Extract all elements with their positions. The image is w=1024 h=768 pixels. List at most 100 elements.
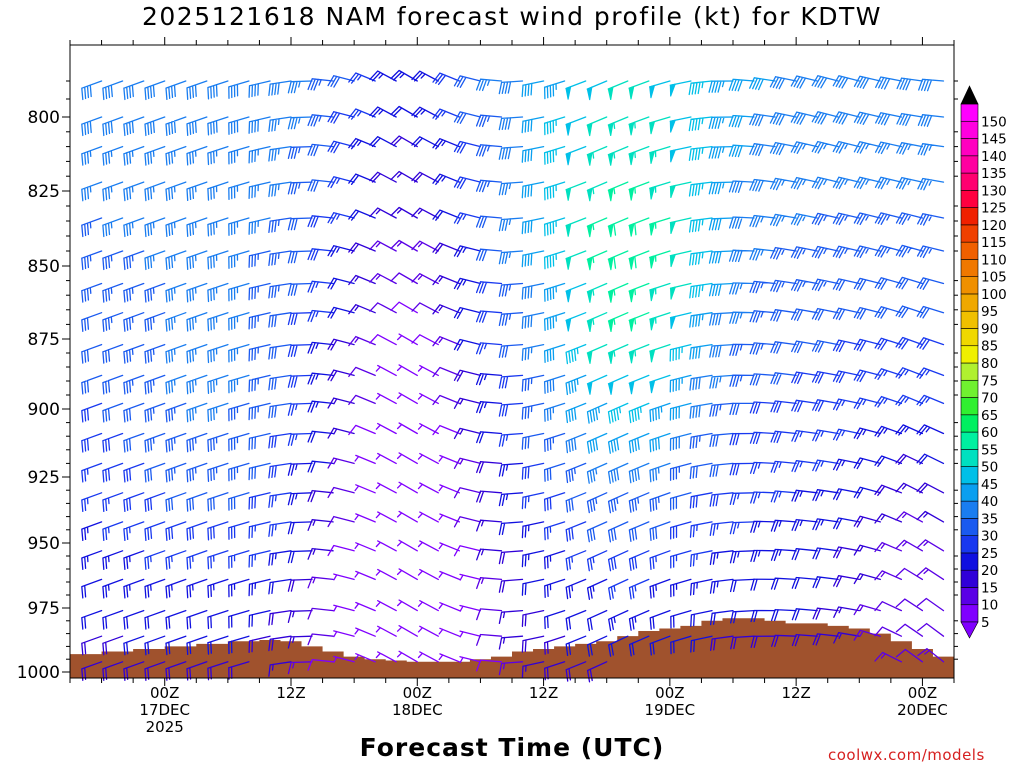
wind-barb (917, 648, 945, 663)
colorbar-swatch (960, 569, 979, 588)
wind-barb (543, 521, 566, 541)
wind-barb (728, 249, 755, 263)
wind-barb (165, 374, 187, 395)
wind-barb (438, 542, 461, 552)
wind-barb (144, 374, 166, 395)
wind-barb (812, 489, 839, 502)
wind-barb-flag (565, 256, 572, 270)
wind-barb (123, 521, 145, 542)
wind-barb (543, 492, 566, 512)
wind-barb (669, 343, 692, 362)
wind-barb-flag (628, 85, 635, 100)
wind-barb (791, 340, 818, 354)
wind-barb (268, 250, 292, 267)
wind-barb (102, 521, 124, 542)
wind-barb (248, 145, 271, 164)
wind-barb (749, 373, 776, 386)
wind-barb (874, 212, 903, 225)
colorbar-over-arrow (960, 85, 979, 105)
wind-barb (543, 402, 566, 422)
wind-barb (709, 492, 734, 507)
wind-barb (81, 217, 103, 238)
wind-barb (769, 76, 797, 90)
wind-barb (689, 343, 713, 360)
wind-barb (390, 69, 418, 82)
wind-barb (917, 114, 945, 127)
wind-barb (895, 176, 924, 190)
wind-barb (586, 462, 608, 484)
wind-barb (476, 519, 503, 532)
wind-barb (521, 80, 545, 98)
colorbar-swatch (960, 241, 979, 260)
wind-barb (874, 425, 903, 438)
wind-barb (649, 402, 671, 423)
wind-barb (498, 343, 524, 358)
wind-barb (287, 116, 313, 130)
wind-barb (186, 578, 208, 599)
wind-barb (790, 111, 818, 125)
y-tick-label: 850 (28, 257, 60, 277)
wind-barb (348, 304, 376, 315)
wind-barb (348, 335, 376, 347)
wind-barb (287, 402, 313, 416)
wind-barb (476, 401, 503, 414)
wind-barb (186, 312, 208, 332)
wind-barb-flag (628, 222, 635, 237)
wind-barb-flag (649, 287, 656, 302)
wind-barb-flag (586, 122, 593, 137)
wind-barb (186, 635, 208, 656)
wind-barb (750, 609, 776, 623)
wind-barb (475, 78, 503, 92)
wind-barb (459, 573, 482, 581)
wind-barb (228, 609, 250, 629)
wind-barb (709, 462, 734, 478)
wind-barb (749, 461, 776, 475)
wind-barb (207, 492, 229, 512)
wind-barb (853, 629, 881, 641)
wind-barb (895, 394, 924, 407)
wind-barb (791, 633, 818, 647)
wind-barb (102, 217, 124, 238)
wind-barb (498, 521, 524, 536)
wind-barb (390, 301, 418, 314)
wind-barb (709, 432, 734, 448)
wind-barb (102, 578, 124, 599)
wind-barb (228, 282, 250, 302)
wind-barb (228, 635, 250, 655)
wind-barb (729, 550, 755, 564)
wind-barb (791, 548, 818, 561)
wind-barb (790, 141, 818, 154)
wind-barb (307, 78, 334, 91)
plot-frame (69, 44, 955, 679)
wind-barb (916, 245, 945, 259)
wind-barb (453, 140, 482, 154)
wind-barb (228, 432, 250, 452)
wind-barb (729, 402, 755, 416)
wind-barb (348, 366, 376, 378)
wind-barb (396, 539, 418, 552)
chart-title: 2025121618 NAM forecast wind profile (kt… (141, 2, 883, 31)
wind-barb-flag (649, 150, 656, 164)
y-tick-label: 925 (28, 468, 60, 488)
wind-barb (750, 549, 776, 563)
wind-barb (375, 482, 397, 494)
wind-barb (586, 661, 608, 683)
wind-barb (498, 312, 524, 327)
wind-barb (853, 75, 881, 89)
wind-barb-flag (649, 348, 656, 363)
wind-barb (144, 250, 166, 271)
wind-barb (498, 609, 524, 625)
x-tick-label: 00Z (655, 684, 684, 702)
wind-barb-flag (586, 151, 593, 166)
wind-barb (811, 370, 839, 384)
site-credit[interactable]: coolwx.com/models (828, 746, 985, 764)
wind-barb (812, 518, 839, 531)
wind-barb (81, 374, 103, 395)
wind-barb (688, 116, 713, 132)
wind-barb (608, 578, 629, 601)
wind-barb-flag (628, 187, 635, 201)
wind-barb (916, 394, 945, 407)
x-tick-label: 00Z (908, 684, 937, 702)
x-tick-label: 12Z (781, 684, 810, 702)
colorbar-label: 120 (981, 218, 1007, 234)
